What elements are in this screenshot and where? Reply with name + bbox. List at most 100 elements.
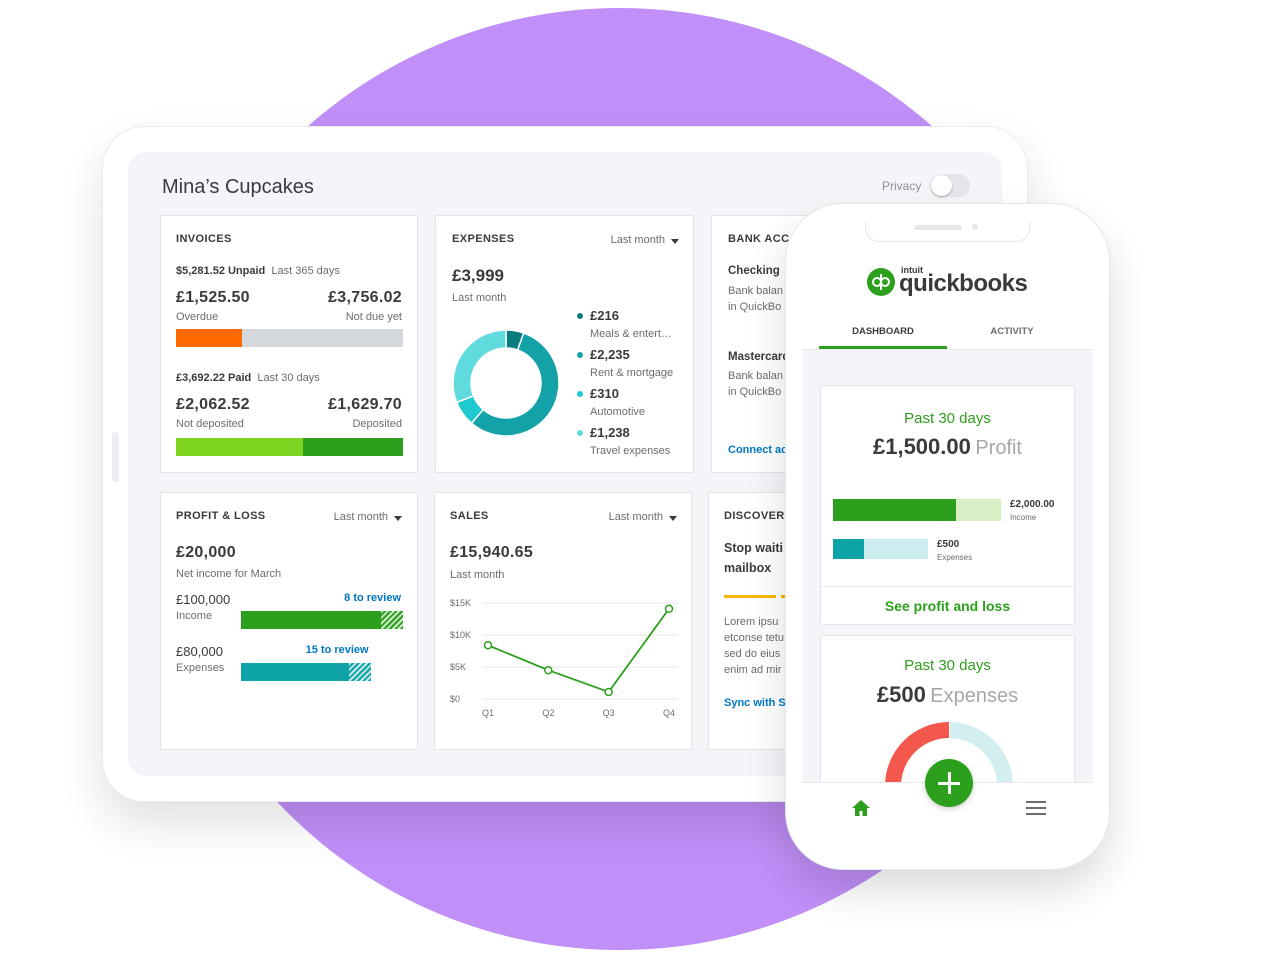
tab[interactable]: DASHBOARD bbox=[852, 326, 914, 337]
legend-label: Meals & entert… bbox=[590, 328, 672, 340]
total: £15,940.65 bbox=[450, 544, 534, 561]
total: £3,999 bbox=[452, 266, 504, 285]
company-title: Mina’s Cupcakes bbox=[162, 176, 314, 198]
caption: Expenses bbox=[176, 662, 225, 674]
caption: Expenses bbox=[937, 553, 973, 562]
donut-chart bbox=[452, 329, 560, 437]
account-line: in QuickBo bbox=[728, 301, 782, 313]
connect-link[interactable]: Connect ac bbox=[728, 444, 788, 456]
period-dropdown[interactable]: Last month bbox=[334, 511, 403, 524]
accent-line bbox=[781, 595, 787, 598]
legend-dot bbox=[577, 391, 583, 397]
amount: £1,629.70 bbox=[328, 396, 402, 413]
card-title: DISCOVER bbox=[724, 510, 785, 522]
caption: Overdue bbox=[176, 311, 219, 323]
legend-label: Travel expenses bbox=[590, 445, 671, 457]
sales-point bbox=[483, 640, 493, 650]
amount: £2,062.52 bbox=[176, 396, 250, 413]
tablet-button bbox=[112, 432, 119, 482]
expense-gauge bbox=[885, 722, 1013, 786]
home-icon[interactable] bbox=[851, 799, 871, 817]
review-link[interactable]: 15 to review bbox=[305, 644, 369, 656]
bar bbox=[241, 611, 403, 629]
period: Past 30 days bbox=[904, 410, 991, 427]
bar bbox=[833, 539, 864, 559]
legend-dot bbox=[577, 430, 583, 436]
amount-kind: Profit bbox=[975, 437, 1022, 459]
y-tick-label: $5K bbox=[450, 662, 466, 672]
camera bbox=[972, 224, 978, 230]
amount: £1,525.50 bbox=[176, 289, 250, 306]
value-label: £100,000 bbox=[176, 592, 231, 607]
logo-brand: intuit bbox=[901, 265, 923, 275]
sales-point bbox=[664, 604, 674, 614]
account-name: Mastercard bbox=[728, 351, 790, 363]
value-label: £80,000 bbox=[176, 644, 223, 659]
line-chart: $0 $5K $10K $15K Q1 Q2 Q3 Q4 bbox=[450, 598, 679, 718]
caption: Last month bbox=[450, 569, 505, 581]
bar-segment bbox=[176, 438, 303, 456]
body-line: etconse tetu bbox=[724, 632, 784, 644]
period: Last 30 days bbox=[257, 372, 320, 384]
x-tick-label: Q2 bbox=[542, 708, 554, 718]
add-button[interactable] bbox=[925, 759, 973, 807]
legend-dot bbox=[577, 352, 583, 358]
y-tick-label: $10K bbox=[450, 630, 471, 640]
accent-line bbox=[724, 595, 776, 598]
tab[interactable]: ACTIVITY bbox=[990, 326, 1034, 337]
legend-value: £2,235 bbox=[590, 347, 630, 362]
sync-link[interactable]: Sync with S bbox=[724, 697, 786, 709]
bar-segment bbox=[241, 329, 403, 347]
period: Past 30 days bbox=[904, 657, 991, 674]
sales-line bbox=[487, 608, 670, 694]
caption: Net income for March bbox=[176, 568, 282, 580]
period-dropdown[interactable]: Last month bbox=[609, 511, 678, 524]
phone-screen: intuit quickbooks DASHBOARD ACTIVITY Pas… bbox=[802, 222, 1093, 852]
caption: Income bbox=[1010, 513, 1037, 522]
legend-value: £216 bbox=[590, 308, 619, 323]
body-line: Lorem ipsu bbox=[724, 616, 779, 628]
caption: Last month bbox=[452, 292, 507, 304]
caption: Income bbox=[176, 610, 213, 622]
body-line: sed do eius bbox=[724, 648, 781, 660]
amount: £500 bbox=[876, 682, 926, 707]
period-dropdown[interactable]: Last month bbox=[611, 234, 680, 247]
privacy-label: Privacy bbox=[882, 179, 922, 193]
review-hatch bbox=[381, 611, 403, 629]
profit-card: Past 30 days £1,500.00 Profit See profit… bbox=[820, 385, 1075, 625]
tab-underline bbox=[819, 346, 947, 349]
amount: £1,500.00 bbox=[872, 434, 971, 459]
bar bbox=[241, 663, 371, 681]
y-tick-label: $15K bbox=[450, 598, 471, 608]
account-line: Bank balan bbox=[728, 370, 784, 382]
legend-value: £310 bbox=[590, 386, 619, 401]
bar-segment bbox=[176, 329, 242, 347]
x-tick-label: Q3 bbox=[603, 708, 615, 718]
account-name: Checking bbox=[728, 265, 780, 277]
paid-label: £3,692.22 Paid bbox=[176, 372, 252, 384]
period: Last 365 days bbox=[271, 265, 340, 277]
legend-label: Automotive bbox=[590, 406, 646, 418]
unpaid-label: $5,281.52 Unpaid bbox=[176, 265, 266, 277]
caption: Deposited bbox=[352, 418, 402, 430]
body-line: enim ad mir bbox=[724, 664, 782, 676]
heading: mailbox bbox=[724, 561, 772, 575]
divider bbox=[821, 586, 1074, 587]
y-tick-label: $0 bbox=[450, 694, 460, 704]
profit-link[interactable]: See profit and loss bbox=[884, 598, 1011, 614]
card-title: PROFIT & LOSS bbox=[176, 510, 266, 522]
legend-value: £1,238 bbox=[590, 425, 630, 440]
invoices-card: INVOICES $5,281.52 Unpaid Last 365 days … bbox=[160, 215, 418, 473]
donut-segment bbox=[470, 332, 560, 437]
review-link[interactable]: 8 to review bbox=[344, 592, 401, 604]
account-line: in QuickBo bbox=[728, 386, 782, 398]
profit-loss-card: PROFIT & LOSS Last month £20,000 Net inc… bbox=[160, 492, 418, 750]
amount: £3,756.02 bbox=[328, 289, 402, 306]
menu-icon[interactable] bbox=[1026, 800, 1046, 816]
card-title: SALES bbox=[450, 510, 489, 522]
stacked-bar bbox=[176, 329, 403, 347]
privacy-toggle[interactable] bbox=[930, 174, 970, 197]
bar-segment bbox=[302, 438, 403, 456]
legend-dot bbox=[577, 313, 583, 319]
